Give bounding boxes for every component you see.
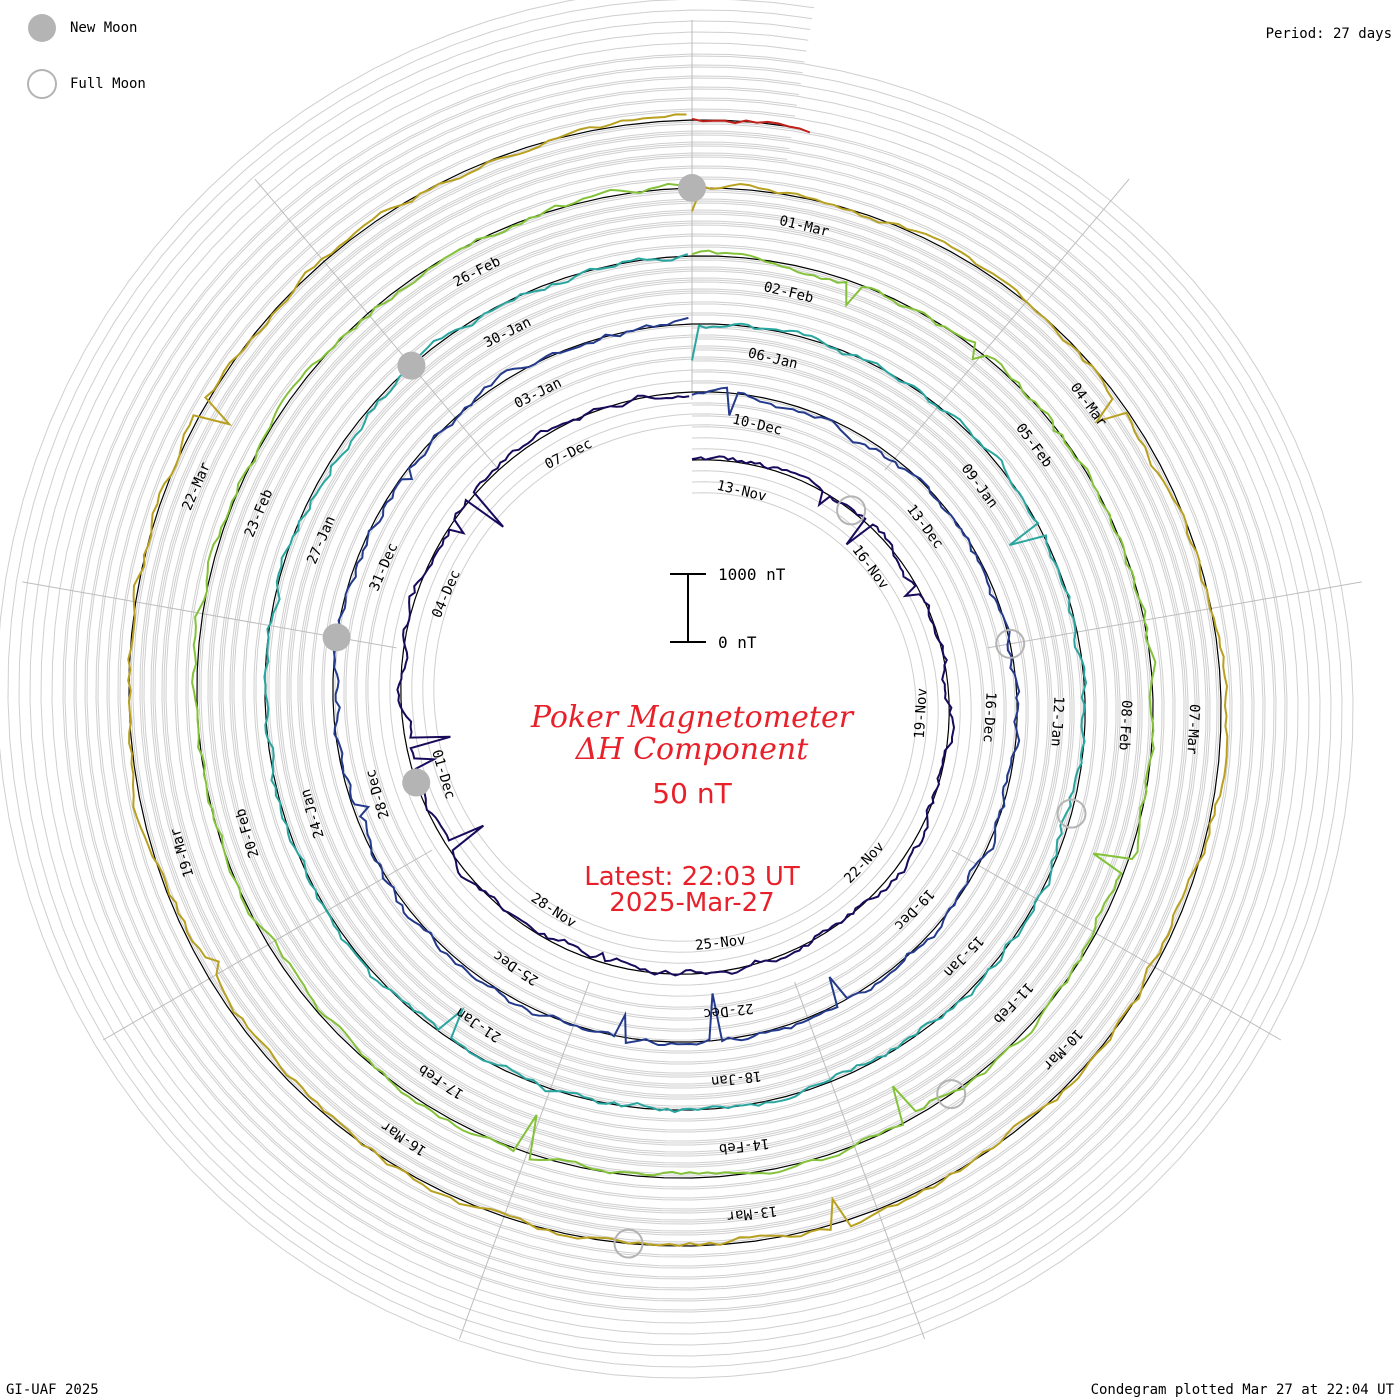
grid-ring [106, 97, 1244, 1269]
grid-rings [0, 0, 1354, 1379]
chart-title: Poker Magnetometer [530, 700, 855, 735]
radial-spoke [987, 581, 1362, 649]
full-moon-marker [1056, 798, 1087, 829]
series-trace [191, 182, 1157, 1177]
date-label: 10-Mar [1039, 1026, 1085, 1074]
date-label: 22-Dec [702, 1000, 754, 1022]
date-label: 25-Nov [694, 932, 746, 954]
date-label: 28-Dec [363, 767, 393, 820]
grid-ring [29, 20, 1321, 1346]
radial-spoke [254, 178, 500, 471]
date-label: 19-Nov [912, 688, 931, 739]
date-label: 19-Mar [168, 826, 198, 879]
radial-spoke [458, 981, 590, 1340]
grid-ring [117, 108, 1233, 1258]
scale-value: 50 nT [652, 777, 732, 810]
date-label: 19-Dec [891, 886, 937, 934]
grid-ring [84, 75, 1266, 1291]
date-label: 16-Nov [849, 542, 892, 592]
date-label: 07-Mar [1183, 703, 1202, 754]
full-moon-marker [836, 495, 867, 526]
grid-ring [0, 0, 1354, 1379]
new-moon-marker [678, 174, 706, 202]
date-label: 03-Jan [512, 375, 564, 412]
grid-ring [161, 152, 1189, 1214]
moon-markers [322, 174, 1087, 1259]
grid-ring [95, 86, 1255, 1280]
scale-bar: 1000 nT 0 nT [670, 565, 786, 652]
date-label: 22-Nov [841, 839, 887, 887]
radial-spoke [102, 849, 433, 1041]
series-trace [691, 117, 811, 134]
full-moon-marker [995, 628, 1026, 659]
date-label: 14-Feb [718, 1135, 770, 1157]
radial-spoke [951, 849, 1282, 1041]
series-trace [331, 316, 1021, 1046]
full-moon-marker [613, 1228, 644, 1259]
date-label: 18-Jan [710, 1067, 762, 1089]
chart-subtitle: ΔH Component [575, 732, 809, 767]
new-moon-marker [402, 768, 431, 797]
series-trace [396, 394, 956, 977]
grid-ring [73, 64, 1277, 1302]
series-trace [263, 253, 1088, 1114]
date-label: 05-Feb [1012, 421, 1055, 471]
new-moon-label: New Moon [70, 20, 137, 36]
date-label: 20-Feb [233, 806, 263, 859]
date-label: 13-Mar [726, 1202, 778, 1224]
grid-ring [150, 141, 1200, 1225]
full-moon-marker [936, 1079, 967, 1110]
date-label: 12-Jan [1048, 696, 1067, 747]
full-moon-icon [27, 69, 57, 99]
latest-time: Latest: 22:03 UT [584, 862, 800, 892]
grid-ring [51, 42, 1299, 1324]
new-moon-icon [28, 14, 56, 42]
new-moon-marker [322, 623, 351, 652]
data-traces [127, 113, 1229, 1247]
full-moon-label: Full Moon [70, 76, 146, 92]
credit-label: GI-UAF 2025 [6, 1382, 99, 1398]
date-label: 08-Feb [1115, 699, 1134, 750]
grid-ring [7, 0, 1343, 1368]
scale-bottom-label: 0 nT [718, 633, 757, 652]
date-label: 07-Dec [542, 436, 594, 473]
grid-ring [40, 31, 1310, 1335]
series-trace [127, 113, 1229, 1247]
date-label: 15-Jan [940, 932, 986, 980]
date-label: 10-Dec [731, 411, 784, 438]
grid-ring [18, 9, 1332, 1357]
date-label: 13-Dec [903, 502, 946, 552]
radial-spoke [884, 178, 1130, 471]
new-moon-marker [397, 351, 426, 380]
date-label: 16-Dec [980, 692, 999, 743]
grid-ring [139, 130, 1211, 1236]
latest-date: 2025-Mar-27 [609, 888, 774, 918]
date-label: 25-Dec [490, 947, 541, 988]
date-label: 28-Nov [528, 890, 579, 931]
plotted-timestamp: Condegram plotted Mar 27 at 22:04 UT [1091, 1382, 1395, 1398]
date-label: 24-Jan [298, 787, 328, 840]
scale-top-label: 1000 nT [718, 565, 786, 584]
period-label: Period: 27 days [1266, 26, 1392, 42]
radial-spoke [794, 981, 926, 1340]
date-label: 04-Mar [1067, 380, 1110, 430]
date-label: 13-Nov [715, 478, 768, 505]
date-label: 01-Dec [428, 748, 458, 801]
date-label: 04-Dec [429, 568, 464, 621]
date-label: 11-Feb [990, 979, 1036, 1027]
date-label: 09-Jan [958, 461, 1001, 511]
